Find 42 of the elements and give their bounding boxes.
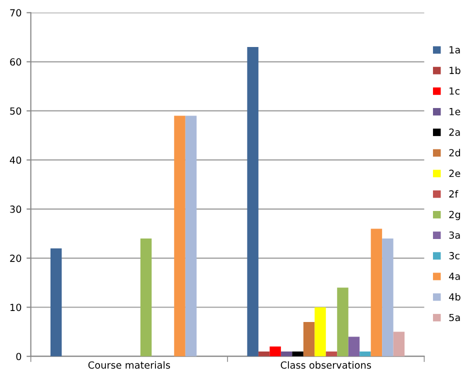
- bar: [370, 228, 382, 356]
- legend-label: 1a: [450, 46, 460, 54]
- x-tick-label: Class observations: [280, 361, 372, 369]
- legend-label: 3a: [449, 231, 460, 239]
- legend-label: 2d: [449, 148, 460, 156]
- bar: [185, 116, 197, 356]
- bar: [50, 248, 62, 356]
- bar: [140, 238, 152, 356]
- legend-label: 4b: [449, 293, 460, 301]
- bar: [258, 351, 270, 356]
- legend-label: 1e: [450, 108, 460, 116]
- y-tick-label: 20: [10, 254, 22, 262]
- y-tick-label: 30: [10, 206, 22, 213]
- y-tick-label: 10: [10, 304, 22, 312]
- bar: [303, 322, 315, 356]
- bar: [393, 332, 405, 356]
- bar: [348, 336, 360, 356]
- y-tick-label: 70: [10, 9, 22, 17]
- legend-label: 1b: [450, 66, 460, 74]
- legend-label: 1c: [450, 87, 460, 95]
- bar: [360, 351, 371, 356]
- bar: [247, 47, 258, 356]
- legend-label: 2e: [449, 170, 460, 178]
- legend-label: 2a: [449, 128, 460, 136]
- bar: [280, 351, 292, 356]
- legend-label: 3c: [449, 252, 460, 260]
- y-tick-label: 40: [10, 156, 22, 164]
- bar: [337, 288, 348, 356]
- bar: [292, 351, 304, 356]
- bar: [382, 238, 394, 356]
- legend-label: 2g: [449, 210, 460, 220]
- bar: [326, 351, 338, 356]
- bar: [174, 116, 186, 356]
- legend-label: 2f: [449, 190, 458, 198]
- y-tick-label: 50: [10, 107, 22, 115]
- legend-label: 5a: [449, 314, 460, 322]
- x-tick-label: Course materials: [88, 361, 170, 369]
- y-tick-label: 60: [10, 58, 22, 66]
- legend-label: 4a: [449, 272, 460, 280]
- bar: [270, 346, 281, 356]
- bar: [314, 307, 326, 356]
- y-tick-label: 0: [16, 352, 22, 360]
